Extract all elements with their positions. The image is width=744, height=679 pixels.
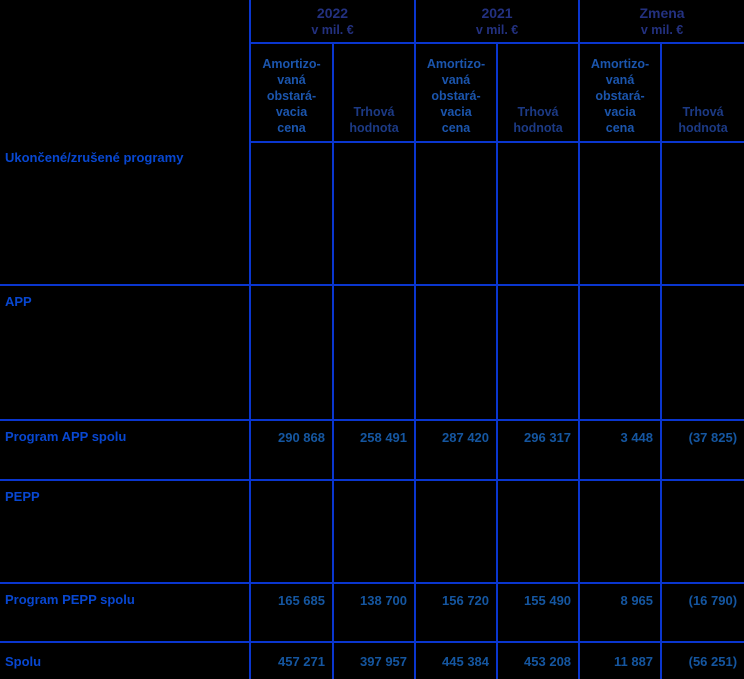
subheader-row: Amortizo- vaná obstará- vacia cena Trhov… xyxy=(0,43,744,143)
row-label: Program PEPP spolu xyxy=(0,583,250,643)
cell-value xyxy=(414,285,498,421)
cell-value: 8 965 xyxy=(578,583,662,643)
row-label: APP xyxy=(0,285,250,421)
cell-value: 287 420 xyxy=(414,420,498,481)
cell-value xyxy=(660,142,744,286)
cell-value xyxy=(496,480,580,584)
cell-value: (16 790) xyxy=(660,583,744,643)
cell-value xyxy=(414,480,498,584)
cell-value: 296 317 xyxy=(496,420,580,481)
subheader-amortized-cost-2021: Amortizo- vaná obstará- vacia cena xyxy=(414,43,498,143)
cell-value: 290 868 xyxy=(249,420,333,481)
table-row-pepp: PEPP xyxy=(0,480,744,584)
cell-value xyxy=(331,285,416,421)
subheader-amortized-cost-2022: Amortizo- vaná obstará- vacia cena xyxy=(249,43,333,143)
table-row-grand-total: Spolu 457 271 397 957 445 384 453 208 11… xyxy=(0,642,744,679)
unit-label: v mil. € xyxy=(640,23,684,37)
year-label: Zmena xyxy=(639,5,685,21)
cell-value xyxy=(331,480,416,584)
cell-value: 155 490 xyxy=(496,583,580,643)
cell-value xyxy=(331,142,416,286)
cell-value: 138 700 xyxy=(331,583,416,643)
cell-value xyxy=(496,142,580,286)
row-label: Spolu xyxy=(5,654,42,669)
cell-value: 165 685 xyxy=(249,583,333,643)
cell-value xyxy=(578,480,662,584)
year-header-2022: 2022 v mil. € xyxy=(248,0,416,44)
table-row-app-total: Program APP spolu 290 868 258 491 287 42… xyxy=(0,420,744,481)
table-row-app: APP xyxy=(0,285,744,421)
cell-value xyxy=(578,142,662,286)
cell-value: 3 448 xyxy=(578,420,662,481)
cell-value: 445 384 xyxy=(414,642,498,679)
cell-value: (37 825) xyxy=(660,420,744,481)
table-row-terminated-programs: Ukončené/zrušené programy xyxy=(0,142,744,286)
cell-value: 453 208 xyxy=(496,642,580,679)
unit-label: v mil. € xyxy=(311,23,354,37)
year-label: 2022 xyxy=(316,5,349,21)
cell-value xyxy=(660,285,744,421)
cell-value: 457 271 xyxy=(249,642,333,679)
year-header-row: 2022 v mil. € 2021 v mil. € Zmena v mil.… xyxy=(0,0,744,142)
cell-value xyxy=(578,285,662,421)
cell-value xyxy=(660,480,744,584)
row-label: PEPP xyxy=(0,480,250,584)
cell-value xyxy=(249,142,333,286)
subheader-market-value-zmena: Trhová hodnota xyxy=(660,43,744,143)
cell-value: 397 957 xyxy=(331,642,416,679)
subheader-amortized-cost-zmena: Amortizo- vaná obstará- vacia cena xyxy=(578,43,662,143)
cell-value xyxy=(249,480,333,584)
unit-label: v mil. € xyxy=(475,23,519,37)
subheader-market-value-2022: Trhová hodnota xyxy=(331,43,416,143)
year-label: 2021 xyxy=(481,5,513,21)
cell-value xyxy=(414,142,498,286)
cell-value: 11 887 xyxy=(578,642,662,679)
cell-value xyxy=(496,285,580,421)
year-header-2021: 2021 v mil. € xyxy=(414,0,580,44)
table-row-pepp-total: Program PEPP spolu 165 685 138 700 156 7… xyxy=(0,583,744,643)
row-label-header-cell xyxy=(0,0,251,142)
row-label: Ukončené/zrušené programy xyxy=(0,142,250,286)
row-label: Program APP spolu xyxy=(0,420,250,481)
year-header-zmena: Zmena v mil. € xyxy=(578,0,744,44)
subheader-market-value-2021: Trhová hodnota xyxy=(496,43,580,143)
cell-value: 258 491 xyxy=(331,420,416,481)
cell-value: (56 251) xyxy=(660,642,744,679)
cell-value xyxy=(249,285,333,421)
cell-value: 156 720 xyxy=(414,583,498,643)
